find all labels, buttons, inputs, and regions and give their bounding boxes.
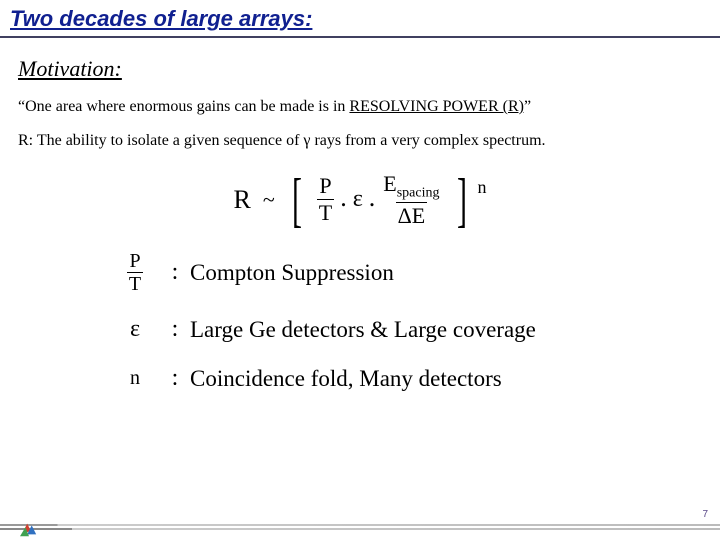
frac-pt-small: P T	[127, 251, 143, 294]
definition-line: R: The ability to isolate a given sequen…	[18, 130, 702, 152]
def-colon-3: :	[160, 365, 190, 392]
title-bar: Two decades of large arrays:	[0, 0, 720, 38]
slide-title: Two decades of large arrays:	[10, 6, 312, 31]
def-sym-n: n	[110, 367, 160, 390]
definitions: P T : Compton Suppression ε : Large Ge d…	[110, 251, 720, 392]
quote-post: ”	[524, 98, 531, 115]
frac-E-num-sub: spacing	[397, 185, 440, 200]
formula-inside: P T . ε . Espacing ΔE	[317, 173, 442, 227]
resolving-power-formula: R ~ [ P T . ε . Espacing ΔE ] n	[234, 173, 487, 227]
frac-PT-num: P	[317, 175, 333, 199]
formula-tilde: ~	[263, 187, 275, 213]
def-colon-1: :	[160, 259, 190, 286]
frac-E: Espacing ΔE	[381, 173, 441, 227]
logo-icon	[18, 520, 40, 538]
right-bracket: ]	[456, 176, 466, 224]
formula-R: R	[234, 185, 251, 215]
frac-PT: P T	[317, 175, 334, 224]
formula-block: R ~ [ P T . ε . Espacing ΔE ] n	[0, 173, 720, 227]
left-bracket: [	[292, 176, 302, 224]
def-sym-eps: ε	[110, 316, 160, 343]
quote-line: “One area where enormous gains can be ma…	[18, 96, 702, 118]
footer-rule-2	[0, 528, 720, 530]
def-row-eps: ε : Large Ge detectors & Large coverage	[110, 316, 720, 343]
frac-E-num-base: E	[383, 171, 396, 196]
def-text-pt: Compton Suppression	[190, 260, 394, 286]
subtitle: Motivation:	[18, 56, 720, 82]
dot-1: .	[340, 183, 347, 213]
formula-eps: ε	[353, 186, 363, 213]
def-colon-2: :	[160, 316, 190, 343]
quote-key: RESOLVING POWER (R)	[349, 98, 524, 115]
def-row-n: n : Coincidence fold, Many detectors	[110, 365, 720, 392]
dot-2: .	[369, 183, 376, 213]
page-number: 7	[702, 509, 708, 520]
footer-rule-1	[0, 524, 720, 526]
formula-exp: n	[477, 177, 486, 198]
quote-pre: “One area where enormous gains can be ma…	[18, 98, 349, 115]
footer	[0, 512, 720, 540]
frac-E-num: Espacing	[381, 173, 441, 202]
def-sym-pt: P T	[110, 251, 160, 294]
frac-PT-den: T	[317, 199, 334, 224]
frac-E-den: ΔE	[396, 202, 428, 227]
def-row-pt: P T : Compton Suppression	[110, 251, 720, 294]
pt-small-den: T	[127, 272, 143, 294]
pt-small-num: P	[127, 251, 142, 272]
def-text-n: Coincidence fold, Many detectors	[190, 366, 502, 392]
def-text-eps: Large Ge detectors & Large coverage	[190, 317, 536, 343]
